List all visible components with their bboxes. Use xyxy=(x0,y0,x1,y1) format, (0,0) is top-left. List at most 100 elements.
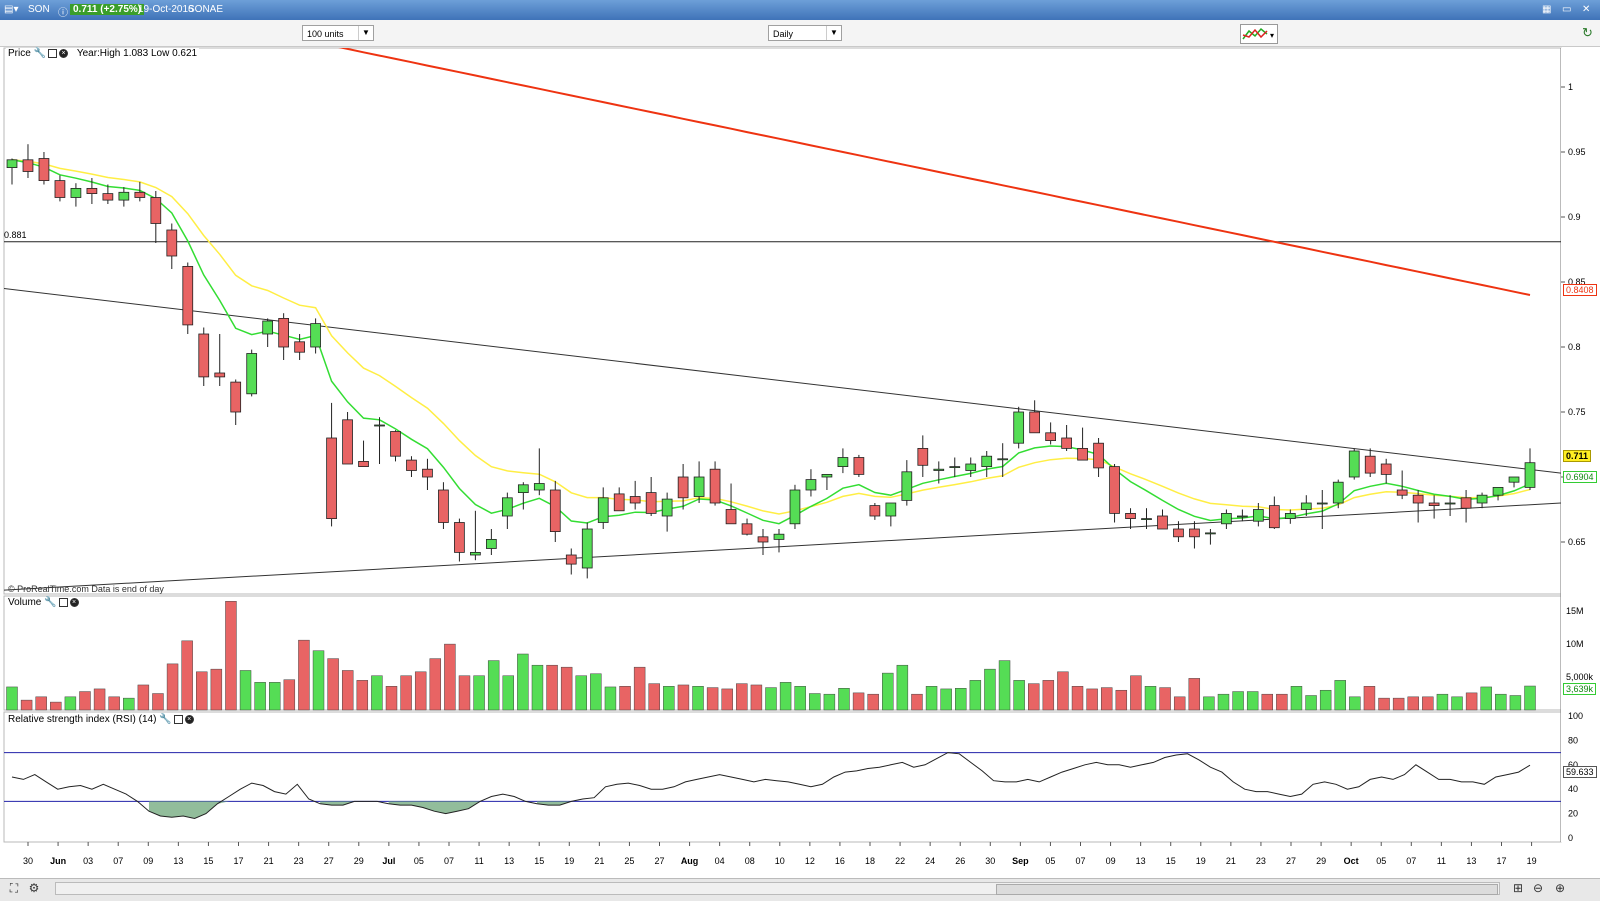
candle-body xyxy=(1221,512,1232,525)
date-tick-label: 07 xyxy=(113,856,123,866)
date-tick-label: 04 xyxy=(715,856,725,866)
volume-bar xyxy=(181,640,193,711)
scroll-thumb[interactable] xyxy=(996,884,1498,895)
candle-body xyxy=(1205,532,1216,535)
candle-body xyxy=(246,353,258,395)
rsi-tick-label: 0 xyxy=(1568,833,1573,843)
volume-bar xyxy=(429,658,442,711)
price-panel-title: Price xyxy=(8,48,31,59)
date-tick-label: 19 xyxy=(1196,856,1206,866)
candle-body xyxy=(294,341,305,353)
date-tick-label: 25 xyxy=(624,856,634,866)
date-tick-label: 15 xyxy=(203,856,213,866)
volume-bar xyxy=(371,675,383,711)
window-icon[interactable] xyxy=(58,597,68,607)
refresh-icon[interactable]: ↻ xyxy=(1582,25,1593,40)
volume-bar xyxy=(35,696,47,711)
candle-body xyxy=(837,457,849,468)
wrench-icon[interactable]: 🔧 xyxy=(44,597,57,608)
hline-label: 0.881 xyxy=(4,230,27,240)
upper-trendline xyxy=(4,288,1561,474)
candle-body xyxy=(470,551,481,556)
indicators-icon[interactable]: ⚙ xyxy=(28,881,40,895)
layout-icon[interactable]: ▦ xyxy=(1542,4,1552,15)
volume-bar xyxy=(93,688,106,711)
volume-bar xyxy=(1028,683,1040,711)
chevron-down-icon[interactable]: ▼ xyxy=(358,26,373,40)
zoom-in-icon[interactable]: ⊕ xyxy=(1554,881,1566,895)
volume-bar xyxy=(1363,686,1376,711)
candle-body xyxy=(965,463,977,471)
date-tick-label: 03 xyxy=(83,856,93,866)
wrench-icon[interactable]: 🔧 xyxy=(33,48,47,59)
info-icon[interactable]: ⓘ xyxy=(58,8,68,19)
candle-body xyxy=(725,509,737,525)
candle-body xyxy=(22,159,34,172)
close-icon[interactable]: × xyxy=(184,714,194,724)
volume-bar xyxy=(458,675,471,711)
volume-bar xyxy=(998,660,1011,711)
volume-bar xyxy=(1232,691,1244,711)
candle-body xyxy=(230,381,242,413)
volume-bar xyxy=(1159,687,1171,711)
candle-body xyxy=(1412,494,1424,504)
candle-body xyxy=(454,522,465,553)
volume-bar xyxy=(940,688,952,711)
candle-body xyxy=(1061,437,1072,449)
window-icon[interactable] xyxy=(48,48,58,58)
zoom-out-icon[interactable]: ⊖ xyxy=(1532,881,1544,895)
volume-bar xyxy=(166,663,179,711)
chart-settings-icon[interactable]: ⛶ xyxy=(9,881,19,895)
close-icon[interactable]: × xyxy=(69,597,79,607)
minimize-icon[interactable]: ▭ xyxy=(1562,4,1572,15)
volume-bar xyxy=(736,683,748,711)
candle-body xyxy=(901,471,913,501)
volume-bar xyxy=(706,687,719,711)
close-icon[interactable]: ✕ xyxy=(1582,4,1591,15)
volume-bar xyxy=(1436,693,1449,711)
horizontal-scrollbar[interactable] xyxy=(55,882,1500,895)
window-icon[interactable] xyxy=(173,714,183,724)
chart-type-icon: ▾ xyxy=(1242,27,1274,40)
candle-body xyxy=(182,265,194,326)
date-tick-label: 27 xyxy=(654,856,664,866)
chart-type-button[interactable]: ▾ xyxy=(1240,24,1278,44)
date-tick-label: 15 xyxy=(534,856,544,866)
date-tick-label: Oct xyxy=(1344,856,1359,866)
date-axis: 30 Jun 03 07 09 13 15 17 21 23 27 29 Jul 05 07 11 13 15 19… xyxy=(23,842,1537,866)
rsi-oversold-fill xyxy=(537,801,572,806)
candle-body xyxy=(1125,512,1136,519)
interval-select[interactable]: Daily ▼ xyxy=(768,25,842,41)
close-icon[interactable]: × xyxy=(59,48,69,58)
quote-date: 19-Oct-2016 xyxy=(138,4,194,15)
rsi-tick-label: 60 xyxy=(1568,760,1578,770)
candle-body xyxy=(613,493,625,512)
rsi-layer: 100 80 60 40 20 0 xyxy=(4,711,1583,843)
volume-bar xyxy=(560,666,573,711)
candle-body xyxy=(134,191,146,198)
rsi-oversold-fill xyxy=(320,801,355,806)
candle-body xyxy=(1045,432,1056,441)
price-tick-label: 0.9 xyxy=(1568,212,1581,222)
candle-body xyxy=(38,158,50,182)
ma-long-line xyxy=(338,48,1531,296)
candle-body xyxy=(741,523,753,535)
candle-body xyxy=(326,437,337,519)
candle-body xyxy=(1077,447,1088,461)
candle-body xyxy=(1253,509,1264,522)
volume-bar xyxy=(1013,680,1025,711)
chevron-down-icon[interactable]: ▼ xyxy=(826,26,841,40)
ma-tag: 0.6904 xyxy=(1563,471,1597,483)
price-change-badge: 0.711 (+2.75%) xyxy=(70,4,145,15)
candle-body xyxy=(661,498,673,517)
volume-bar xyxy=(473,675,485,711)
app-menu-icon[interactable]: ▤▾ xyxy=(4,4,19,15)
date-tick-label: 24 xyxy=(925,856,935,866)
wrench-icon[interactable]: 🔧 xyxy=(159,714,172,725)
symbol-label[interactable]: SON xyxy=(28,4,50,15)
fit-icon[interactable]: ⊞ xyxy=(1512,881,1524,895)
candle-body xyxy=(645,492,657,514)
volume-bar xyxy=(794,686,806,711)
candle-body xyxy=(549,489,561,532)
units-select[interactable]: 100 units ▼ xyxy=(302,25,374,41)
